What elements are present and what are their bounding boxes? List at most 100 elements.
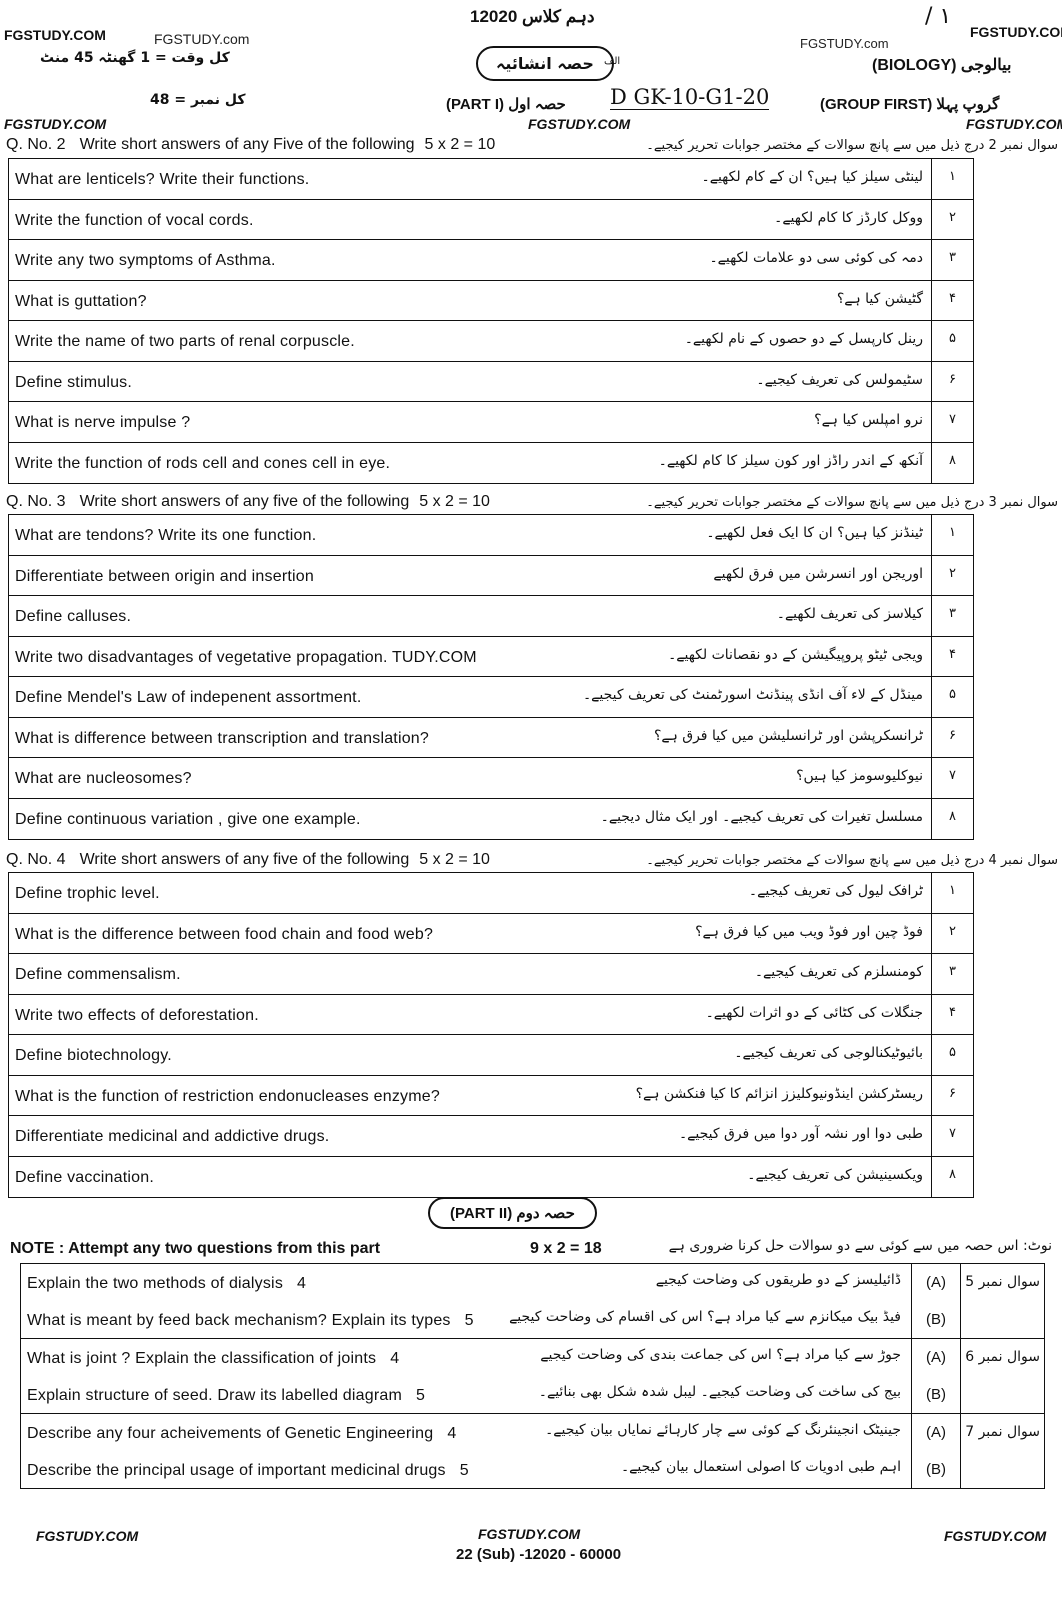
question-marks: 5 xyxy=(416,1387,425,1404)
watermark: FGSTUDY.COM xyxy=(966,116,1062,132)
question-3-table: What are tendons? Write its one function… xyxy=(8,514,974,840)
question-text-urdu: آنکھ کے اندر راڈز اور کون سیلز کا کام لک… xyxy=(658,452,923,469)
question-4-table: Define trophic level. ٹرافک لیول کی تعریف… xyxy=(8,872,974,1198)
long-question-part: What is meant by feed back mechanism? Ex… xyxy=(21,1301,1044,1338)
question-number: Q. No. 3 xyxy=(6,493,66,510)
question-row: Define calluses. کیلاسز کی تعریف لکھیے۔ ۳ xyxy=(9,596,973,637)
question-text-urdu: بیج کی ساخت کی وضاحت کیجیے۔ لیبل شدہ شکل… xyxy=(538,1384,901,1400)
question-text-english: Define vaccination. xyxy=(15,1168,154,1186)
question-4-header: Q. No. 4 Write short answers of any five … xyxy=(6,851,1058,869)
question-text-english: What is meant by feed back mechanism? Ex… xyxy=(27,1312,451,1329)
label-column-spacer xyxy=(961,1451,1044,1488)
part-two-title: (PART II) حصہ دوم xyxy=(428,1197,597,1229)
question-instruction: Write short answers of any five of the f… xyxy=(79,851,410,868)
question-text-urdu: فیڈ بیک میکانزم سے کیا مراد ہے؟ اس کی اق… xyxy=(509,1309,901,1325)
question-row: What is the difference between food chai… xyxy=(9,913,973,954)
watermark: FGSTUDY.COM xyxy=(4,27,106,43)
handwritten-marks: / ١ xyxy=(925,4,952,29)
question-text-english: Define continuous variation , give one e… xyxy=(15,810,361,828)
question-marks: 5 x 2 = 10 xyxy=(419,493,490,510)
question-text-urdu: نیوکلیوسومز کیا ہیں؟ xyxy=(796,768,923,784)
question-row: Define biotechnology. بائیوٹیکنالوجی کی ت… xyxy=(9,1035,973,1076)
part-letter: (A) xyxy=(911,1264,961,1301)
question-text-english: Write the name of two parts of renal cor… xyxy=(15,333,355,350)
question-row: Define commensalism. کومنسلزم کی تعریف کی… xyxy=(9,954,973,995)
long-question-group: سوال نمبر 6 What is joint ? Explain the c… xyxy=(21,1339,1044,1414)
part-letter: (B) xyxy=(911,1301,961,1338)
question-number-urdu: ۳ xyxy=(931,596,973,636)
long-question-part: Explain the two methods of dialysis 4 ڈائی… xyxy=(21,1264,1044,1301)
question-2-header: Q. No. 2 Write short answers of any Five … xyxy=(6,136,1058,154)
long-question-label: سوال نمبر 5 xyxy=(965,1274,1040,1290)
question-text-urdu: نرو امپلس کیا ہے؟ xyxy=(814,412,923,428)
question-number-urdu: ۵ xyxy=(931,1035,973,1075)
question-number-urdu: ۸ xyxy=(931,1156,973,1197)
question-row: Write the function of vocal cords. ووکل ک… xyxy=(9,199,973,240)
subject: (BIOLOGY) بیالوجی xyxy=(872,57,1012,74)
question-text-urdu: سٹیمولس کی تعریف کیجیے۔ xyxy=(756,371,923,388)
question-number-urdu: ۲ xyxy=(931,555,973,595)
question-text-english: Write the function of rods cell and cone… xyxy=(15,454,391,472)
question-marks: 4 xyxy=(447,1425,457,1442)
question-text-urdu: مینڈل کے لاء آف انڈی پینڈنٹ اسورٹمنٹ کی … xyxy=(582,687,923,703)
question-number-urdu: ۶ xyxy=(931,361,973,401)
question-row: Differentiate between origin and inserti… xyxy=(9,555,973,596)
question-text-english: Define trophic level. xyxy=(15,885,160,902)
question-row: What are lenticels? Write their function… xyxy=(9,159,973,200)
question-row: What are nucleosomes? نیوکلیوسومز کیا ہیں… xyxy=(9,758,973,799)
question-row: Define stimulus. سٹیمولس کی تعریف کیجیے۔ ۶ xyxy=(9,361,973,402)
question-row: What is the function of restriction endo… xyxy=(9,1075,973,1116)
footer-watermark: FGSTUDY.COM xyxy=(478,1526,581,1542)
question-row: Define vaccination. ویکسینیشن کی تعریف کی… xyxy=(9,1156,973,1197)
question-row: Write two disadvantages of vegetative pr… xyxy=(9,636,973,677)
part-two-note-urdu: نوٹ: اس حصہ میں سے کوئی سے دو سوالات حل … xyxy=(668,1238,1052,1254)
question-text-english: Define Mendel's Law of indepenent assort… xyxy=(15,689,362,706)
question-text-urdu: اوریجن اور انسرشن میں فرق لکھیے xyxy=(713,565,923,582)
section-title: حصہ انشائیہ xyxy=(476,46,614,81)
question-text-english: What is guttation? xyxy=(15,292,147,310)
paper-code: 22 (Sub) -12020 - 60000 xyxy=(456,1546,622,1563)
question-text-urdu: مسلسل تغیرات کی تعریف کیجیے۔ اور ایک مثا… xyxy=(600,808,923,825)
question-text-english: Write the function of vocal cords. xyxy=(15,211,254,229)
question-number-urdu: ۷ xyxy=(931,1116,973,1156)
total-marks: کل نمبر = 48 xyxy=(150,92,246,108)
question-text-urdu: گٹیشن کیا ہے؟ xyxy=(836,290,923,307)
question-text-english: What is the function of restriction endo… xyxy=(15,1087,440,1105)
question-marks: 5 xyxy=(464,1312,474,1329)
question-row: Define continuous variation , give one e… xyxy=(9,798,973,839)
question-number: Q. No. 4 xyxy=(6,851,66,868)
question-number-urdu: ۳ xyxy=(931,954,973,994)
question-text-urdu: کومنسلزم کی تعریف کیجیے۔ xyxy=(754,964,923,980)
question-text-urdu: لینٹی سیلز کیا ہیں؟ ان کے کام لکھیے۔ xyxy=(701,169,923,185)
question-row: Write any two symptoms of Asthma. دمہ کی … xyxy=(9,240,973,281)
question-marks: 4 xyxy=(390,1350,400,1367)
question-marks: 5 x 2 = 10 xyxy=(424,136,496,153)
part-two-marks: 9 x 2 = 18 xyxy=(530,1240,602,1257)
question-number-urdu: ۴ xyxy=(931,280,973,320)
part-one-label: (PART I) حصہ اول xyxy=(446,96,566,113)
question-number-urdu: ۴ xyxy=(931,636,973,676)
question-number-urdu: ۳ xyxy=(931,240,973,280)
question-text-english: Explain structure of seed. Draw its labe… xyxy=(27,1387,403,1404)
long-question-part: Explain structure of seed. Draw its labe… xyxy=(21,1376,1044,1413)
question-text-urdu: ویکسینیشن کی تعریف کیجیے۔ xyxy=(747,1166,923,1183)
question-instruction: Write short answers of any Five of the f… xyxy=(79,136,415,153)
question-text-urdu: جوڑ سے کیا مراد ہے؟ اس کی جماعت بندی کی … xyxy=(540,1347,901,1363)
question-row: Differentiate medicinal and addictive dr… xyxy=(9,1116,973,1157)
question-row: What is guttation? گٹیشن کیا ہے؟ ۴ xyxy=(9,280,973,321)
part-two-note: NOTE : Attempt any two questions from th… xyxy=(10,1240,381,1257)
question-number-urdu: ۷ xyxy=(931,758,973,798)
question-number-urdu: ۱ xyxy=(931,159,973,199)
question-text-urdu: ٹرافک لیول کی تعریف کیجیے۔ xyxy=(748,883,923,899)
question-text-urdu: ریسٹرکشن اینڈونیوکلیزز انزائم کا کیا فنک… xyxy=(635,1085,923,1102)
question-text-english: What are lenticels? Write their function… xyxy=(15,171,310,188)
question-instruction-urdu: سوال نمبر 4 درج ذیل میں سے پانچ سوالات ک… xyxy=(646,853,1058,868)
question-number-urdu: ۴ xyxy=(931,994,973,1034)
question-text-english: What is the difference between food chai… xyxy=(15,925,434,943)
watermark: FGSTUDY.com xyxy=(800,36,889,51)
part-letter: (A) xyxy=(911,1414,961,1451)
question-text-urdu: جینیٹک انجینئرنگ کے کوئی سے چار کارہائے … xyxy=(545,1422,901,1438)
question-number: Q. No. 2 xyxy=(6,136,66,153)
question-text-urdu: طبی دوا اور نشہ آور دوا میں فرق کیجیے۔ xyxy=(678,1126,923,1142)
question-instruction: Write short answers of any five of the f… xyxy=(79,493,410,510)
